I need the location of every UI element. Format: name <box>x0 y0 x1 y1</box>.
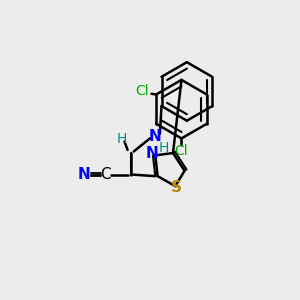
Text: Cl: Cl <box>175 144 188 158</box>
Text: H: H <box>159 141 169 155</box>
Text: Cl: Cl <box>136 84 149 98</box>
Text: S: S <box>171 180 182 195</box>
Text: N: N <box>146 146 159 161</box>
Text: H: H <box>116 132 127 146</box>
Text: C: C <box>100 167 111 182</box>
Text: N: N <box>149 129 162 144</box>
Text: N: N <box>78 167 91 182</box>
